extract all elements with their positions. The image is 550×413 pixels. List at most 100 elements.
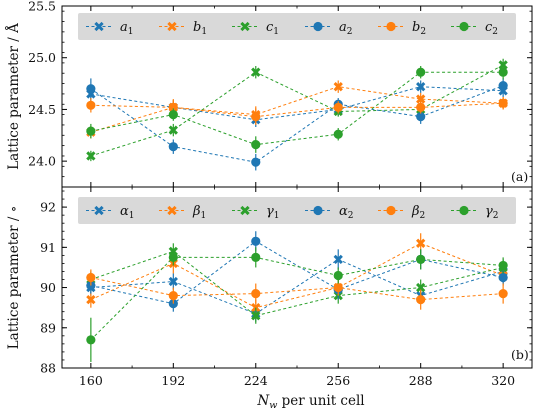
legend-item: c1 bbox=[232, 20, 279, 37]
series-line bbox=[90, 86, 504, 133]
legend-item: b2 bbox=[378, 20, 426, 37]
data-point bbox=[416, 67, 426, 77]
series-line bbox=[90, 277, 504, 301]
legend-label-sub: 1 bbox=[201, 211, 207, 221]
data-point bbox=[416, 238, 426, 248]
panel-b: 88 89 90 91 92 160 192 224 256 288 320 Lattice para… bbox=[6, 186, 533, 388]
legend-item: a1 bbox=[86, 20, 134, 37]
legend-marker bbox=[459, 205, 469, 216]
x-axis-label-main: N bbox=[256, 393, 270, 409]
panel-label: (a) bbox=[511, 169, 528, 184]
data-point bbox=[251, 311, 261, 321]
series-line bbox=[90, 250, 504, 317]
data-point bbox=[251, 67, 261, 77]
data-point bbox=[416, 282, 426, 293]
data-point bbox=[168, 291, 178, 301]
data-point bbox=[333, 254, 343, 265]
legend-label-sub: 2 bbox=[420, 211, 426, 221]
series-line bbox=[90, 85, 504, 163]
series-line bbox=[90, 242, 504, 309]
legend-label-sub: 1 bbox=[129, 211, 135, 221]
legend: a1 b1 c1 a2 b2 c2 bbox=[78, 13, 516, 40]
series-c1-cross bbox=[86, 58, 508, 162]
legend-label: β2 bbox=[411, 204, 425, 221]
legend-item: γ2 bbox=[451, 204, 499, 221]
data-point bbox=[498, 288, 508, 299]
legend: α1 β1 γ1 α2 β2 γ2 bbox=[78, 197, 516, 224]
legend-label-main: c bbox=[266, 20, 274, 35]
series-a1-cross bbox=[86, 80, 508, 128]
legend-item: γ1 bbox=[232, 204, 280, 221]
legend-label: b2 bbox=[412, 20, 426, 37]
data-point bbox=[333, 102, 343, 112]
legend-item: c2 bbox=[451, 20, 498, 37]
y-tick-label: 25.5 bbox=[28, 0, 56, 14]
legend-label-main: γ bbox=[485, 204, 493, 219]
legend-label-sub: 2 bbox=[492, 27, 498, 37]
data-point bbox=[168, 142, 178, 152]
x-axis-label-rest: per unit cell bbox=[277, 393, 364, 409]
y-tick-label: 25.0 bbox=[28, 50, 56, 65]
data-point bbox=[416, 254, 426, 264]
legend-marker bbox=[240, 21, 250, 32]
series-c2-circle bbox=[86, 64, 508, 153]
data-point bbox=[333, 282, 343, 293]
data-point bbox=[498, 98, 508, 108]
legend-item: β2 bbox=[378, 204, 425, 221]
data-point bbox=[251, 236, 261, 246]
legend-label-sub: 2 bbox=[420, 27, 426, 37]
x-tick-label: 160 bbox=[79, 373, 103, 388]
legend-item: b1 bbox=[159, 20, 207, 37]
legend-label: α2 bbox=[339, 204, 354, 221]
y-tick-label: 90 bbox=[40, 280, 56, 295]
series-line bbox=[90, 258, 504, 315]
legend-box bbox=[78, 197, 516, 224]
data-point bbox=[168, 125, 178, 135]
legend-marker bbox=[94, 205, 104, 216]
legend-label-sub: 1 bbox=[128, 27, 134, 37]
legend-label: c1 bbox=[266, 20, 279, 37]
legend-marker bbox=[386, 21, 396, 32]
legend-label-main: a bbox=[339, 20, 347, 35]
legend-label: a1 bbox=[120, 20, 134, 37]
legend-marker bbox=[167, 205, 177, 216]
legend-item: α2 bbox=[305, 204, 354, 221]
data-point bbox=[498, 67, 508, 77]
data-point bbox=[416, 94, 426, 104]
legend-label-main: γ bbox=[266, 204, 274, 219]
y-axis-label: Lattice parameter / ∘ bbox=[6, 206, 22, 350]
y-tick-label: 88 bbox=[40, 361, 56, 376]
legend-label-main: c bbox=[485, 20, 493, 35]
legend-label: γ1 bbox=[266, 204, 280, 221]
y-tick-label: 24.5 bbox=[28, 102, 56, 117]
data-point bbox=[251, 252, 261, 262]
data-point bbox=[251, 112, 261, 122]
legend-label-sub: 2 bbox=[348, 211, 354, 221]
data-point bbox=[168, 102, 178, 112]
legend-label-main: a bbox=[120, 20, 128, 35]
legend-item: β1 bbox=[159, 204, 206, 221]
legend-label-sub: 1 bbox=[201, 27, 207, 37]
legend-label: β1 bbox=[192, 204, 206, 221]
legend-item: a2 bbox=[305, 20, 353, 37]
data-point bbox=[333, 270, 343, 281]
y-tick-label: 24.0 bbox=[28, 154, 56, 169]
legend-label: c2 bbox=[485, 20, 498, 37]
series-γ1-cross bbox=[86, 243, 508, 324]
y-tick-label: 89 bbox=[40, 320, 56, 335]
legend-marker bbox=[313, 205, 323, 216]
data-point bbox=[251, 288, 261, 299]
series-α2-circle bbox=[86, 231, 508, 312]
legend-label-sub: 1 bbox=[273, 27, 279, 37]
series-line bbox=[90, 256, 504, 341]
data-point bbox=[86, 100, 96, 110]
data-point bbox=[86, 272, 96, 283]
data-point bbox=[416, 82, 426, 92]
legend-marker bbox=[313, 21, 323, 32]
series-b2-circle bbox=[86, 97, 508, 125]
legend-marker bbox=[386, 205, 396, 216]
data-point bbox=[168, 276, 178, 287]
data-point bbox=[251, 157, 261, 167]
legend-marker bbox=[459, 21, 469, 32]
